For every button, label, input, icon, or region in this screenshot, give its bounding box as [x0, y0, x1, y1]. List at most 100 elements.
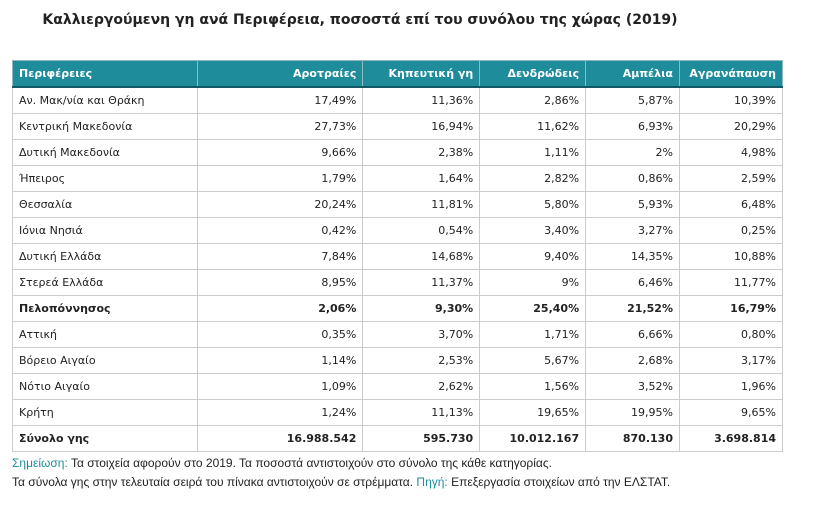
value-cell: 3,40%: [479, 217, 587, 244]
header-cell: Αροτραίες: [196, 60, 364, 88]
value-cell: 3,52%: [585, 373, 680, 400]
source-label: Πηγή:: [416, 475, 448, 489]
value-cell: 17,49%: [196, 86, 364, 114]
value-cell: 6,48%: [678, 191, 784, 218]
table-row: Θεσσαλία 20,24% 11,81% 5,80% 5,93% 6,48%: [12, 191, 784, 218]
value-cell: 11,77%: [678, 269, 784, 296]
value-cell: 20,24%: [196, 191, 364, 218]
data-table: Περιφέρειες Αροτραίες Κηπευτική γη Δενδρώδε…: [12, 60, 784, 452]
value-cell: 20,29%: [678, 113, 784, 140]
region-cell: Δυτική Μακεδονία: [12, 139, 198, 166]
value-cell: 0,80%: [678, 321, 784, 348]
value-cell: 1,14%: [196, 347, 364, 374]
value-cell: 19,95%: [585, 399, 680, 426]
region-cell: Στερεά Ελλάδα: [12, 269, 198, 296]
value-cell: 11,81%: [362, 191, 481, 218]
table-row: Δυτική Μακεδονία 9,66% 2,38% 1,11% 2% 4,98%: [12, 139, 784, 166]
table-row: Σύνολο γης 16.988.542 595.730 10.012.167 870…: [12, 425, 784, 452]
value-cell: 1,09%: [196, 373, 364, 400]
value-cell: 0,42%: [196, 217, 364, 244]
value-cell: 0,86%: [585, 165, 680, 192]
value-cell: 19,65%: [479, 399, 587, 426]
value-cell: 3,70%: [362, 321, 481, 348]
value-cell: 1,96%: [678, 373, 784, 400]
value-cell: 9,65%: [678, 399, 784, 426]
value-cell: 9%: [479, 269, 587, 296]
value-cell: 5,87%: [585, 86, 680, 114]
value-cell: 14,35%: [585, 243, 680, 270]
value-cell: 5,80%: [479, 191, 587, 218]
value-cell: 27,73%: [196, 113, 364, 140]
value-cell: 1,79%: [196, 165, 364, 192]
region-cell: Ιόνια Νησιά: [12, 217, 198, 244]
value-cell: 1,24%: [196, 399, 364, 426]
title: Καλλιεργούμενη γη ανά Περιφέρεια, ποσοστ…: [42, 12, 678, 28]
table-row: Κεντρική Μακεδονία 27,73% 16,94% 11,62% 6,93…: [12, 113, 784, 140]
value-cell: 10,88%: [678, 243, 784, 270]
table-row: Ιόνια Νησιά 0,42% 0,54% 3,40% 3,27% 0,25%: [12, 217, 784, 244]
header-cell: Αγρανάπαυση: [678, 60, 784, 88]
value-cell: 7,84%: [196, 243, 364, 270]
value-cell: 11,62%: [479, 113, 587, 140]
source-line: Τα σύνολα γης στην τελευταία σειρά του π…: [12, 475, 670, 489]
value-cell: 3,27%: [585, 217, 680, 244]
table-row: Αν. Μακ/νία και Θράκη 17,49% 11,36% 2,86% 5,…: [12, 86, 784, 114]
value-cell: 14,68%: [362, 243, 481, 270]
region-cell: Αν. Μακ/νία και Θράκη: [12, 86, 198, 114]
value-cell: 870.130: [585, 425, 680, 452]
value-cell: 3.698.814: [678, 425, 784, 452]
value-cell: 2,38%: [362, 139, 481, 166]
table-row: Πελοπόννησος 2,06% 9,30% 25,40% 21,52% 16,79%: [12, 295, 784, 322]
value-cell: 11,37%: [362, 269, 481, 296]
value-cell: 1,71%: [479, 321, 587, 348]
value-cell: 2,68%: [585, 347, 680, 374]
value-cell: 1,11%: [479, 139, 587, 166]
table-row: Ήπειρος 1,79% 1,64% 2,82% 0,86% 2,59%: [12, 165, 784, 192]
region-cell: Πελοπόννησος: [12, 295, 198, 322]
table-row: Νότιο Αιγαίο 1,09% 2,62% 1,56% 3,52% 1,96%: [12, 373, 784, 400]
value-cell: 595.730: [362, 425, 481, 452]
value-cell: 6,93%: [585, 113, 680, 140]
table-row: Βόρειο Αιγαίο 1,14% 2,53% 5,67% 2,68% 3,17%: [12, 347, 784, 374]
region-cell: Θεσσαλία: [12, 191, 198, 218]
note-text: Τα στοιχεία αφορούν στο 2019. Τα ποσοστά…: [70, 456, 552, 470]
value-cell: 25,40%: [479, 295, 587, 322]
value-cell: 2,06%: [196, 295, 364, 322]
value-cell: 16,79%: [678, 295, 784, 322]
value-cell: 0,54%: [362, 217, 481, 244]
header-cell: Αμπέλια: [585, 60, 680, 88]
value-cell: 2%: [585, 139, 680, 166]
value-cell: 9,30%: [362, 295, 481, 322]
value-cell: 11,13%: [362, 399, 481, 426]
region-cell: Κρήτη: [12, 399, 198, 426]
note-line: Σημείωση: Τα στοιχεία αφορούν στο 2019. …: [12, 456, 552, 470]
value-cell: 6,66%: [585, 321, 680, 348]
value-cell: 2,53%: [362, 347, 481, 374]
header-row: Περιφέρειες Αροτραίες Κηπευτική γη Δενδρώδε…: [12, 60, 784, 88]
header-cell: Περιφέρειες: [12, 60, 198, 88]
value-cell: 10,39%: [678, 86, 784, 114]
value-cell: 0,35%: [196, 321, 364, 348]
value-cell: 11,36%: [362, 86, 481, 114]
region-cell: Ήπειρος: [12, 165, 198, 192]
region-cell: Νότιο Αιγαίο: [12, 373, 198, 400]
units-text: Τα σύνολα γης στην τελευταία σειρά του π…: [12, 475, 414, 489]
value-cell: 0,25%: [678, 217, 784, 244]
value-cell: 1,56%: [479, 373, 587, 400]
table-row: Δυτική Ελλάδα 7,84% 14,68% 9,40% 14,35% 10,88…: [12, 243, 784, 270]
value-cell: 5,67%: [479, 347, 587, 374]
value-cell: 21,52%: [585, 295, 680, 322]
value-cell: 6,46%: [585, 269, 680, 296]
region-cell: Σύνολο γης: [12, 425, 198, 452]
value-cell: 10.012.167: [479, 425, 587, 452]
value-cell: 9,40%: [479, 243, 587, 270]
source-text: Επεξεργασία στοιχείων από την ΕΛΣΤΑΤ.: [451, 475, 671, 489]
header-cell: Κηπευτική γη: [362, 60, 481, 88]
value-cell: 2,59%: [678, 165, 784, 192]
value-cell: 1,64%: [362, 165, 481, 192]
value-cell: 5,93%: [585, 191, 680, 218]
region-cell: Δυτική Ελλάδα: [12, 243, 198, 270]
table-body: Αν. Μακ/νία και Θράκη 17,49% 11,36% 2,86% 5,…: [12, 86, 784, 452]
value-cell: 2,82%: [479, 165, 587, 192]
